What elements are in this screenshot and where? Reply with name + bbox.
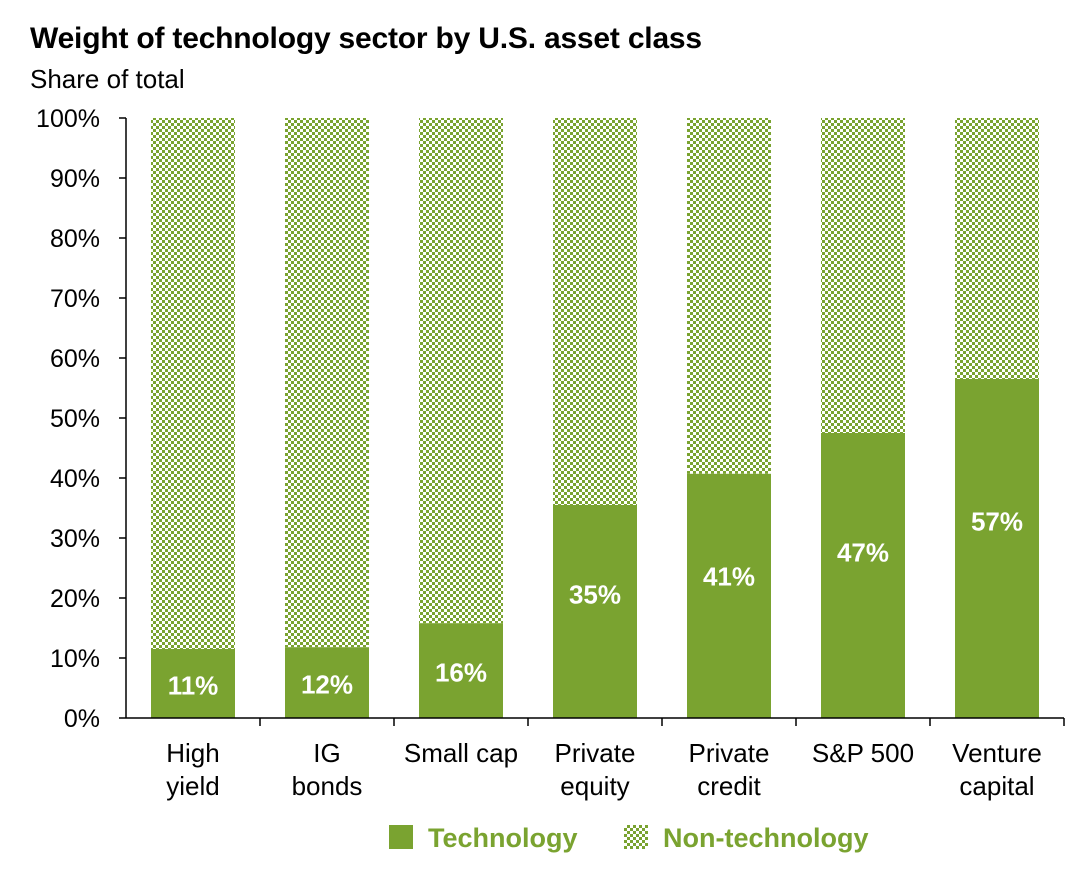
x-category-label: IG bonds xyxy=(292,738,363,801)
x-category-label: Private equity xyxy=(555,738,636,801)
bar-non-technology xyxy=(821,118,905,433)
data-label: 16% xyxy=(435,658,487,688)
data-label: 47% xyxy=(837,538,889,568)
bar-technology xyxy=(285,647,369,718)
bar-non-technology xyxy=(955,118,1039,379)
x-category-label: S&P 500 xyxy=(812,738,914,768)
y-tick-label: 80% xyxy=(50,225,100,253)
x-category-label: Private credit xyxy=(689,738,770,801)
y-tick-label: 70% xyxy=(50,285,100,313)
bar-technology xyxy=(955,379,1039,718)
x-category-label: Venture capital xyxy=(952,738,1042,801)
y-tick-label: 60% xyxy=(50,345,100,373)
bar-non-technology xyxy=(285,118,369,648)
legend-label-technology: Technology xyxy=(428,823,578,853)
bar-technology xyxy=(553,505,637,718)
y-tick-label: 50% xyxy=(50,405,100,433)
bar-non-technology xyxy=(151,118,235,649)
y-tick-label: 100% xyxy=(36,105,100,133)
bars-layer: 11% 12% 16% 35% 41% 47% 57% xyxy=(151,118,1039,718)
chart-title: Weight of technology sector by U.S. asse… xyxy=(30,22,702,55)
x-category-label: High yield xyxy=(166,738,219,801)
y-tick-label: 0% xyxy=(64,705,100,733)
bar-non-technology xyxy=(553,118,637,505)
y-tick-label: 10% xyxy=(50,645,100,673)
y-tick-label: 30% xyxy=(50,525,100,553)
x-category-label: Small cap xyxy=(404,738,518,768)
legend-swatch-technology xyxy=(389,825,413,849)
bar-technology xyxy=(821,433,905,718)
legend-swatch-non-technology xyxy=(624,825,648,849)
data-label: 11% xyxy=(168,671,219,701)
chart-subtitle: Share of total xyxy=(30,64,185,94)
y-tick-label: 20% xyxy=(50,585,100,613)
bar-technology xyxy=(419,623,503,718)
data-label: 35% xyxy=(569,579,621,609)
y-tick-label: 40% xyxy=(50,465,100,493)
y-tick-label: 90% xyxy=(50,165,100,193)
legend-label-non-technology: Non-technology xyxy=(663,823,868,853)
bar-non-technology xyxy=(419,118,503,624)
bar-non-technology xyxy=(687,118,771,474)
axis-layer: 0% 10% 20% 30% 40% 50% 60% 70% 80% 90% 100% High yie… xyxy=(36,105,1065,801)
bar-technology xyxy=(687,473,771,718)
data-label: 12% xyxy=(301,670,353,700)
legend: Technology Non-technology xyxy=(389,823,868,853)
data-label: 41% xyxy=(703,561,755,591)
bar-technology xyxy=(151,649,235,718)
data-label: 57% xyxy=(971,506,1023,536)
